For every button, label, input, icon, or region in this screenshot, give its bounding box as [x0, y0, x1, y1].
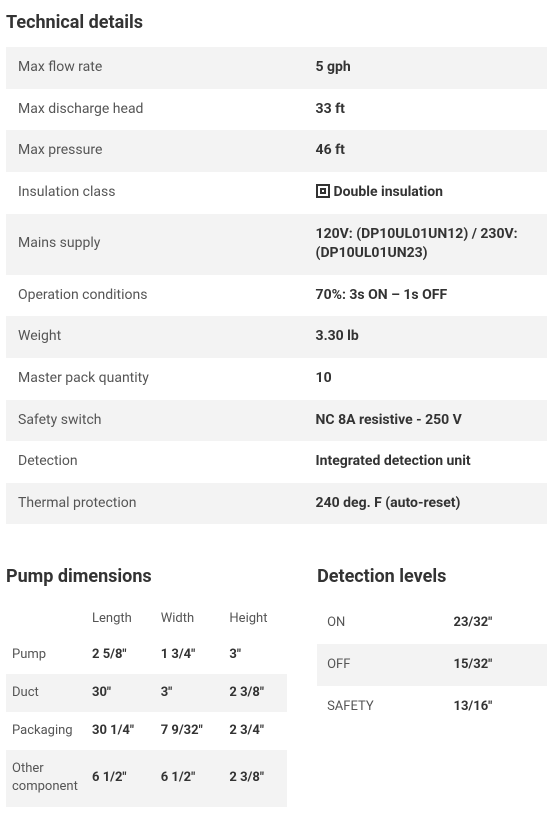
- dim-width: 7 9/32": [155, 712, 224, 750]
- detection-label: ON: [317, 602, 443, 644]
- dim-length: 6 1/2": [86, 750, 155, 806]
- spec-label: Thermal protection: [6, 483, 304, 525]
- spec-value: NC 8A resistive - 250 V: [304, 400, 547, 442]
- detection-levels-title: Detection levels: [317, 564, 547, 589]
- dim-height: 2 3/8": [223, 674, 287, 712]
- spec-value: Integrated detection unit: [304, 441, 547, 483]
- dim-header: Length: [86, 602, 155, 636]
- technical-details-table: Max flow rate 5 gph Max discharge head 33 f…: [6, 47, 547, 524]
- dim-header: Height: [223, 602, 287, 636]
- double-insulation-icon: [316, 184, 330, 198]
- spec-value-text: NC 8A resistive - 250 V: [316, 412, 462, 428]
- dim-row-label: Pump: [6, 636, 86, 674]
- pump-dimensions-title: Pump dimensions: [6, 564, 287, 589]
- dim-length: 30 1/4": [86, 712, 155, 750]
- detection-label: OFF: [317, 644, 443, 686]
- spec-label: Max discharge head: [6, 89, 304, 131]
- dim-height: 2 3/8": [223, 750, 287, 806]
- table-row: Insulation class Double insulation: [6, 172, 547, 214]
- dim-header: [6, 602, 86, 636]
- dim-row-label: Duct: [6, 674, 86, 712]
- table-row: Max flow rate 5 gph: [6, 47, 547, 89]
- dim-length: 30": [86, 674, 155, 712]
- table-row: Duct30"3"2 3/8": [6, 674, 287, 712]
- dim-length: 2 5/8": [86, 636, 155, 674]
- detection-levels-table: ON23/32"OFF15/32"SAFETY13/16": [317, 602, 547, 729]
- spec-value: 70%: 3s ON – 1s OFF: [304, 275, 547, 317]
- spec-label: Max flow rate: [6, 47, 304, 89]
- spec-label: Insulation class: [6, 172, 304, 214]
- spec-value-text: 3.30 lb: [316, 328, 359, 344]
- spec-value: 10: [304, 358, 547, 400]
- spec-label: Master pack quantity: [6, 358, 304, 400]
- table-row: OFF15/32": [317, 644, 547, 686]
- table-row: Mains supply 120V: (DP10UL01UN12) / 230V:…: [6, 214, 547, 275]
- dim-width: 1 3/4": [155, 636, 224, 674]
- detection-value: 13/16": [444, 686, 547, 728]
- spec-value-text: 70%: 3s ON – 1s OFF: [316, 287, 448, 303]
- dim-height: 2 3/4": [223, 712, 287, 750]
- spec-label: Safety switch: [6, 400, 304, 442]
- spec-value-text: 240 deg. F (auto-reset): [316, 495, 461, 511]
- spec-value-text: 46 ft: [316, 142, 345, 158]
- dim-row-label: Packaging: [6, 712, 86, 750]
- spec-value: 33 ft: [304, 89, 547, 131]
- spec-value-text: Double insulation: [334, 184, 443, 200]
- table-row: ON23/32": [317, 602, 547, 644]
- spec-value: Double insulation: [304, 172, 547, 214]
- table-row: Max discharge head 33 ft: [6, 89, 547, 131]
- spec-value-text: 5 gph: [316, 59, 351, 75]
- pump-dimensions-table: LengthWidthHeight Pump2 5/8"1 3/4"3"Duct…: [6, 602, 287, 807]
- dim-row-label: Other component: [6, 750, 86, 806]
- dim-height: 3": [223, 636, 287, 674]
- spec-value-text: 10: [316, 370, 332, 386]
- detection-value: 15/32": [444, 644, 547, 686]
- spec-label: Operation conditions: [6, 275, 304, 317]
- table-row: Thermal protection 240 deg. F (auto-reset…: [6, 483, 547, 525]
- table-row: Weight 3.30 lb: [6, 316, 547, 358]
- dim-width: 6 1/2": [155, 750, 224, 806]
- table-row: Master pack quantity 10: [6, 358, 547, 400]
- spec-value: 5 gph: [304, 47, 547, 89]
- table-row: Operation conditions 70%: 3s ON – 1s OFF: [6, 275, 547, 317]
- table-row: SAFETY13/16": [317, 686, 547, 728]
- spec-value-text: 120V: (DP10UL01UN12) / 230V: (DP10UL01UN…: [316, 226, 518, 262]
- table-row: Pump2 5/8"1 3/4"3": [6, 636, 287, 674]
- detection-value: 23/32": [444, 602, 547, 644]
- spec-value: 120V: (DP10UL01UN12) / 230V: (DP10UL01UN…: [304, 214, 547, 275]
- table-row: Max pressure 46 ft: [6, 130, 547, 172]
- spec-value-text: Integrated detection unit: [316, 453, 471, 469]
- spec-label: Detection: [6, 441, 304, 483]
- technical-details-title: Technical details: [6, 10, 547, 35]
- table-row: Safety switch NC 8A resistive - 250 V: [6, 400, 547, 442]
- spec-value: 240 deg. F (auto-reset): [304, 483, 547, 525]
- detection-label: SAFETY: [317, 686, 443, 728]
- table-row: Detection Integrated detection unit: [6, 441, 547, 483]
- table-row: Packaging30 1/4"7 9/32"2 3/4": [6, 712, 287, 750]
- spec-label: Mains supply: [6, 214, 304, 275]
- spec-label: Max pressure: [6, 130, 304, 172]
- table-row: Other component6 1/2"6 1/2"2 3/8": [6, 750, 287, 806]
- spec-value: 3.30 lb: [304, 316, 547, 358]
- spec-value-text: 33 ft: [316, 101, 345, 117]
- spec-label: Weight: [6, 316, 304, 358]
- dim-header: Width: [155, 602, 224, 636]
- spec-value: 46 ft: [304, 130, 547, 172]
- dim-width: 3": [155, 674, 224, 712]
